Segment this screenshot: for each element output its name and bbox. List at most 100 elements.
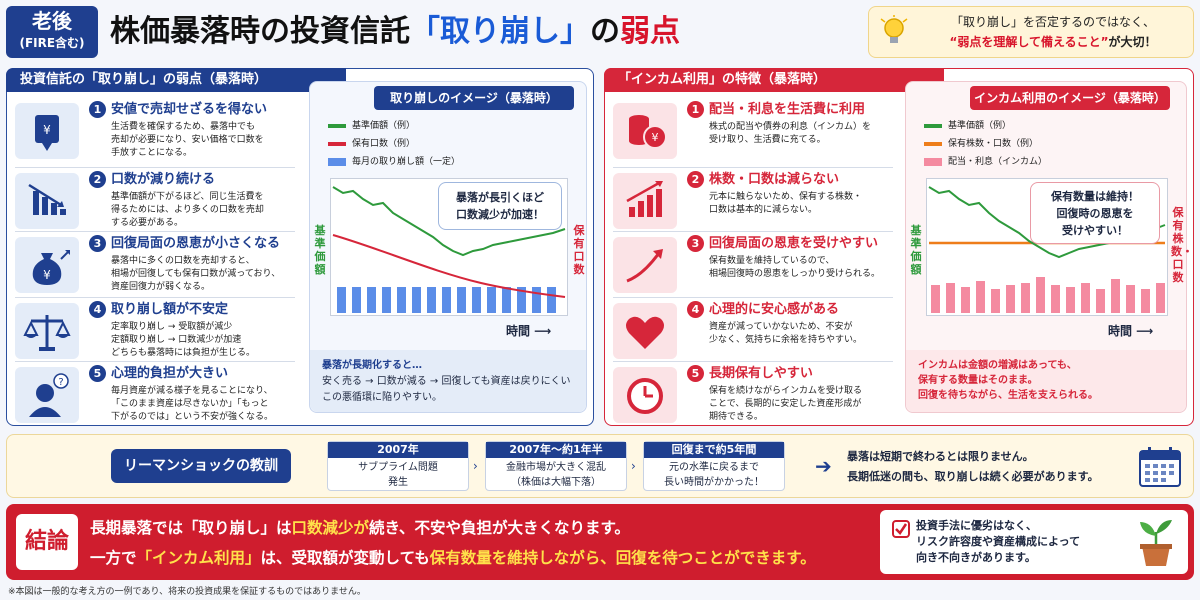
- item-number: 5: [687, 365, 704, 382]
- panel-tab: 投資信託の「取り崩し」の弱点（暴落時）: [6, 68, 346, 92]
- divider: [613, 167, 893, 168]
- legend-nav: 基準価額（例）: [924, 118, 1011, 131]
- item-number: 2: [687, 171, 704, 188]
- highlight-segment: 「インカム利用」: [136, 549, 261, 567]
- legend-label: 基準価額（例）: [948, 121, 1012, 131]
- legend-swatch-pink: [924, 157, 942, 166]
- step-body: 元の水準に戻るまで 長い時間がかかった！: [664, 462, 764, 488]
- divider: [15, 231, 295, 232]
- divider: [15, 297, 295, 298]
- conclusion-banner: 結論 長期暴落では「取り崩し」は口数減少が続き、不安や負担が大きくなります。 一…: [6, 504, 1194, 580]
- x-axis-label: 時間 ⟶: [506, 324, 552, 338]
- timeline-step: 回復まで約5年間 元の水準に戻るまで 長い時間がかかった！: [643, 441, 785, 491]
- feature-item: 4 心理的に安心感がある 資産が減っていかないため、不安が 少なく、気持ちに余裕…: [613, 301, 897, 361]
- y-axis-label-right: 保有株数・口数: [1171, 206, 1193, 284]
- weakness-item: 2 口数が減り続ける 基準価額が下がるほど、同じ生活費を 得るためには、より多く…: [15, 171, 297, 231]
- item-body: 元本に触らないため、保有する株数・ 口数は基本的に減らない。: [709, 192, 863, 215]
- calendar-icon: [1139, 447, 1181, 487]
- item-body: 定率取り崩し → 受取額が減少 定額取り崩し → 口数減少が加速 どちらも暴落時…: [111, 322, 256, 358]
- item-body: 保有数量を維持しているので、 相場回復時の恩恵をしっかり受けられる。: [709, 256, 881, 279]
- item-number: 3: [687, 235, 704, 252]
- conclusion-tag: 結論: [16, 514, 78, 570]
- item-number: 1: [687, 101, 704, 118]
- highlight-segment: 口数減少が: [291, 519, 370, 537]
- item-body: 毎月資産が減る様子を見ることになり、 「このまま資産は尽きないか」「もっと 下が…: [111, 386, 274, 422]
- coins-yen-icon: ¥: [613, 103, 677, 159]
- weakness-item: 4 取り崩し額が不安定 定率取り崩し → 受取額が減少 定額取り崩し → 口数減…: [15, 301, 297, 361]
- step-head: 回復まで約5年間: [644, 442, 784, 458]
- heart-icon: [613, 303, 677, 359]
- weakness-item: ¥ 3 回復局面の恩恵が小さくなる 暴落中に多くの口数を売却すると、 相場が回復…: [15, 235, 297, 295]
- panel-tab: 「インカム利用」の特徴（暴落時）: [604, 68, 944, 92]
- chevron-right-icon: ›: [631, 459, 636, 473]
- drawdown-chart-svg: [332, 186, 566, 313]
- legend-label: 配当・利息（インカム）: [948, 157, 1048, 167]
- title-particle: の: [590, 14, 620, 49]
- item-title: 安値で売却せざるを得ない: [111, 102, 268, 117]
- item-title: 回復局面の恩恵が小さくなる: [111, 236, 281, 251]
- chart-note-body: 安く売る → 口数が減る → 回復しても資産は戻りにくい この悪循環に陥りやすい…: [322, 376, 571, 403]
- income-chart-svg: [928, 186, 1166, 313]
- plant-pot-icon: [1140, 520, 1172, 566]
- legend-swatch-blue: [328, 157, 346, 166]
- item-title: 心理的負担が大きい: [111, 366, 229, 381]
- lightbulb-icon: [880, 15, 908, 43]
- note-tail: が大切！: [1108, 35, 1157, 49]
- step-body: 金融市場が大きく混乱 （株価は大幅下落）: [506, 462, 606, 488]
- timeline-step: 2007年〜約1年半 金融市場が大きく混乱 （株価は大幅下落）: [485, 441, 627, 491]
- item-number: 4: [89, 301, 106, 318]
- svg-text:¥: ¥: [43, 268, 51, 282]
- feature-item: 5 長期保有しやすい 保有を続けながらインカムを受け取る ことで、長期的に安定し…: [613, 365, 897, 425]
- svg-text:¥: ¥: [652, 131, 659, 144]
- conclusion-note-text: 投資手法に優劣はなく、 リスク許容度や資産構成によって 向き不向きがあります。: [916, 519, 1081, 564]
- legend-nav: 基準価額（例）: [328, 118, 415, 131]
- legend-swatch-orange: [924, 141, 942, 146]
- drawdown-weakness-panel: 投資信託の「取り崩し」の弱点（暴落時） ¥ 1 安値で売却せざるを得ない 生活費…: [6, 68, 594, 426]
- money-bag-yen-icon: ¥: [15, 237, 79, 293]
- item-title: 心理的に安心感がある: [709, 302, 840, 317]
- conclusion-line-1: 長期暴落では「取り崩し」は口数減少が続き、不安や負担が大きくなります。: [90, 516, 630, 538]
- item-number: 3: [89, 235, 106, 252]
- page-title: 株価暴落時の投資信託「取り崩し」の弱点: [110, 10, 680, 54]
- badge-title: 老後: [32, 9, 72, 33]
- item-title: 長期保有しやすい: [709, 366, 813, 381]
- item-body: 保有を続けながらインカムを受け取る ことで、長期的に安定した資産形成が 期待でき…: [709, 386, 863, 422]
- conclusion-line-2: 一方で「インカム利用」は、受取額が変動しても保有数量を維持しながら、回復を待つこ…: [90, 546, 816, 568]
- title-main: 株価暴落時の投資信託: [110, 14, 410, 49]
- weakness-item: ? 5 心理的負担が大きい 毎月資産が減る様子を見ることになり、 「このまま資産…: [15, 365, 297, 425]
- note-line-1: 「取り崩し」を否定するのではなく、: [950, 15, 1155, 29]
- y-axis-label-left: 基準価額: [314, 224, 326, 276]
- arrow-right-icon: ➔: [815, 454, 832, 478]
- feature-item: 2 株数・口数は減らない 元本に触らないため、保有する株数・ 口数は基本的に減ら…: [613, 171, 897, 231]
- x-axis-label: 時間 ⟶: [1108, 324, 1154, 338]
- divider: [15, 361, 295, 362]
- legend-withdrawal: 毎月の取り崩し額（一定）: [328, 154, 460, 167]
- highlight-segment: 保有数量を維持しながら、回復を待つことができます。: [429, 549, 816, 567]
- chevron-right-icon: ›: [473, 459, 478, 473]
- title-weakness: 弱点: [620, 14, 680, 49]
- item-body: 株式の配当や債券の利息（インカム）を 受け取り、生活費に充てる。: [709, 122, 872, 145]
- trend-up-arrow-icon: [613, 237, 677, 293]
- legend-holdings: 保有株数・口数（例）: [924, 136, 1038, 149]
- chart-callout: 暴落が長引くほど 口数減少が加速！: [438, 182, 562, 230]
- worried-person-icon: ?: [15, 367, 79, 423]
- conclusion-note-box: 投資手法に優劣はなく、 リスク許容度や資産構成によって 向き不向きがあります。: [880, 510, 1188, 574]
- title-highlight: 「取り崩し」: [410, 14, 590, 49]
- lehman-summary: 暴落は短期で終わるとは限りません。 長期低迷の間も、取り崩しは続く必要があります…: [847, 450, 1099, 483]
- item-number: 1: [89, 101, 106, 118]
- legend-swatch-green: [924, 123, 942, 128]
- chart-note: 暴落が長期化すると… 安く売る → 口数が減る → 回復しても資産は戻りにくい …: [310, 350, 586, 412]
- declining-bar-chart-icon: [15, 173, 79, 229]
- badge-subtitle: (FIRE含む): [19, 36, 85, 50]
- y-axis-label-right: 保有口数: [573, 224, 585, 276]
- step-body: サブプライム問題 発生: [358, 462, 438, 488]
- note-emphasis: “弱点を理解して備えること”: [949, 35, 1109, 49]
- text-segment: 続き、不安や負担が大きくなります。: [369, 519, 630, 537]
- item-number: 2: [89, 171, 106, 188]
- legend-swatch-red: [328, 141, 346, 146]
- svg-text:?: ?: [58, 377, 63, 388]
- chart-callout: 保有数量は維持！ 回復時の恩恵を 受けやすい！: [1030, 182, 1160, 244]
- item-title: 配当・利息を生活費に利用: [709, 102, 866, 117]
- income-feature-panel: 「インカム利用」の特徴（暴落時） ¥ 1 配当・利息を生活費に利用 株式の配当や…: [604, 68, 1194, 426]
- step-head: 2007年〜約1年半: [486, 442, 626, 458]
